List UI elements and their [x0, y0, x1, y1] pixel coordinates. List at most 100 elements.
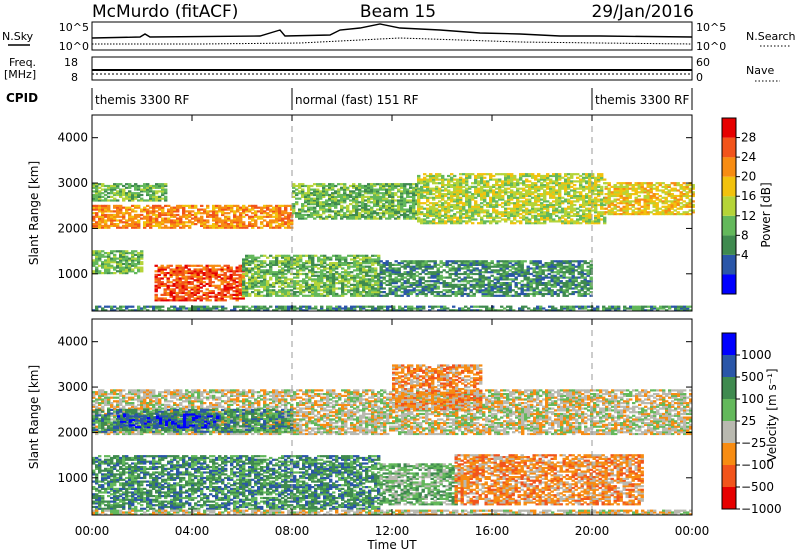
power-cell [531, 214, 535, 217]
power-cell [248, 221, 252, 224]
power-cell [385, 271, 389, 274]
power-cell [625, 209, 629, 212]
power-cell [504, 182, 508, 185]
power-cell [101, 250, 105, 253]
power-cell [456, 178, 460, 181]
power-cell [534, 174, 538, 178]
power-cell [278, 291, 282, 294]
power-cell [257, 289, 261, 292]
power-cell [239, 212, 243, 215]
power-cell [287, 256, 291, 259]
power-cell [166, 264, 170, 267]
power-cell [546, 211, 550, 214]
power-cell [688, 205, 692, 208]
power-cell [169, 288, 173, 291]
power-cell [480, 216, 484, 219]
power-cell [453, 178, 457, 181]
power-cell [486, 211, 490, 214]
power-cell [438, 200, 442, 203]
power-cell [95, 270, 99, 273]
power-cell [254, 256, 258, 259]
power-cell [388, 192, 392, 195]
power-cell [307, 186, 311, 189]
power-cell [245, 256, 249, 259]
power-cell [146, 213, 150, 217]
power-cell [374, 274, 378, 277]
power-cell [483, 196, 487, 199]
power-cell [445, 271, 449, 274]
power-cell [322, 195, 326, 198]
power-cell [95, 195, 99, 198]
power-cell [302, 282, 306, 285]
power-cell [489, 191, 493, 194]
power-cell [245, 263, 249, 266]
power-cell [379, 204, 383, 207]
freq-tick-bottom: 8 [71, 71, 78, 84]
power-cell [254, 206, 258, 209]
power-cell [528, 191, 532, 194]
power-cell [352, 183, 356, 186]
power-cell [263, 215, 267, 218]
power-cell [308, 276, 312, 279]
power-cell [245, 213, 249, 217]
power-cell [567, 202, 571, 205]
power-cell [302, 267, 306, 270]
power-cell [456, 189, 460, 192]
power-cell [284, 292, 288, 296]
power-cell [287, 263, 291, 266]
power-cell [311, 258, 315, 261]
power-cell [254, 292, 258, 296]
power-cell [313, 199, 317, 202]
power-cell [169, 272, 173, 275]
power-cell [181, 299, 185, 302]
power-cell [307, 215, 311, 218]
power-cell [364, 204, 368, 207]
power-cell [376, 203, 380, 206]
power-cell [263, 272, 267, 276]
power-cell [646, 191, 650, 194]
power-cell [646, 205, 650, 208]
power-cell [495, 222, 499, 225]
power-cell [400, 278, 404, 281]
power-cell [484, 262, 488, 265]
power-cell [190, 291, 194, 295]
power-cell [310, 206, 314, 209]
power-cell [522, 187, 526, 190]
power-cell [101, 206, 105, 209]
power-cell [528, 209, 532, 212]
power-cell [275, 212, 279, 215]
power-cell [570, 203, 574, 207]
power-cell [343, 201, 347, 204]
power-cell [220, 282, 224, 286]
power-cell [229, 284, 233, 287]
power-cell [355, 193, 359, 197]
power-cell [438, 173, 442, 176]
power-cell [377, 274, 381, 277]
power-cell [409, 192, 413, 195]
power-cell [397, 262, 401, 265]
power-cell [287, 271, 291, 274]
power-cell [489, 196, 493, 199]
power-cell [221, 208, 225, 211]
power-cell [295, 215, 299, 218]
power-cell [447, 191, 451, 194]
power-cell [604, 207, 608, 210]
power-cell [471, 222, 475, 225]
power-cell [367, 210, 371, 213]
power-cell [465, 194, 469, 198]
power-cell [185, 213, 189, 217]
power-cell [160, 281, 164, 284]
power-cell [588, 174, 592, 178]
power-cell [205, 291, 209, 295]
freq-tick-top: 18 [64, 56, 78, 69]
power-cell [233, 219, 237, 222]
power-cell [304, 193, 308, 197]
power-cell [388, 262, 392, 265]
power-cell [322, 193, 326, 197]
power-cell [107, 255, 111, 258]
power-cell [287, 217, 291, 220]
power-cell [579, 194, 583, 198]
power-cell [486, 191, 490, 194]
power-cell [480, 174, 484, 178]
power-cell [453, 205, 457, 208]
